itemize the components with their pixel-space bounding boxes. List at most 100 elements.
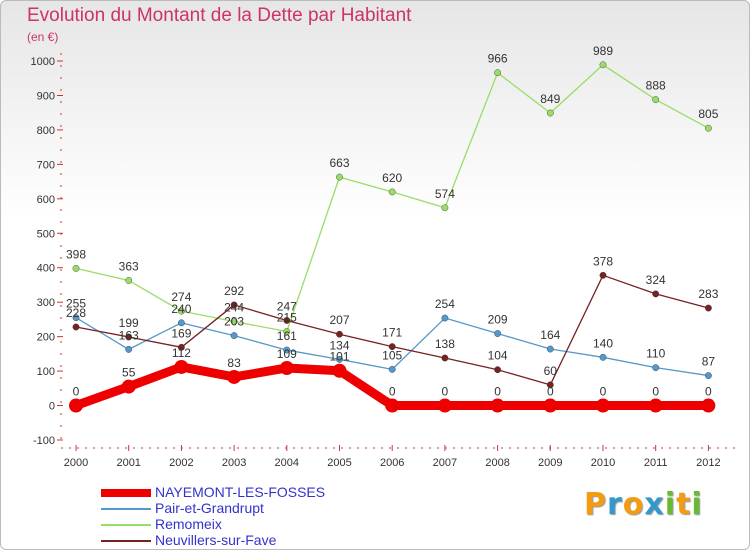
x-tick-label: 2010 (591, 457, 615, 469)
data-point-nayemont-les-fosses (279, 360, 294, 375)
data-label-neuvillers-sur-fave: 199 (119, 316, 139, 330)
data-point-neuvillers-sur-fave (230, 301, 238, 309)
data-label-pair-et-grandrupt: 254 (435, 297, 455, 311)
data-point-remomeix (441, 204, 449, 212)
data-label-remomeix: 274 (171, 290, 191, 304)
data-label-neuvillers-sur-fave: 171 (382, 326, 402, 340)
data-label-remomeix: 989 (593, 44, 613, 58)
data-point-nayemont-les-fosses (490, 398, 505, 413)
x-tick-label: 2007 (433, 457, 457, 469)
x-tick-label: 2001 (116, 457, 140, 469)
data-label-pair-et-grandrupt: 105 (382, 348, 402, 362)
x-tick-label: 2011 (644, 457, 668, 469)
data-label-pair-et-grandrupt: 161 (277, 329, 297, 343)
data-label-pair-et-grandrupt: 87 (702, 355, 716, 369)
data-point-nayemont-les-fosses (701, 398, 716, 413)
x-tick-label: 2006 (380, 457, 404, 469)
data-label-neuvillers-sur-fave: 292 (224, 284, 244, 298)
data-point-pair-et-grandrupt (652, 364, 660, 372)
legend-label: NAYEMONT-LES-FOSSES (155, 484, 326, 500)
logo-letter: t (676, 487, 692, 522)
data-label-neuvillers-sur-fave: 104 (488, 349, 508, 363)
data-point-pair-et-grandrupt (546, 345, 554, 353)
data-point-nayemont-les-fosses (227, 369, 242, 384)
data-point-neuvillers-sur-fave (125, 333, 133, 341)
data-label-pair-et-grandrupt: 209 (488, 313, 508, 327)
legend-label: Remomeix (155, 516, 222, 532)
logo-letter: o (622, 487, 645, 522)
data-label-pair-et-grandrupt: 255 (66, 297, 86, 311)
data-label-remomeix: 849 (540, 92, 560, 106)
data-point-nayemont-les-fosses (437, 398, 452, 413)
chart-title: Evolution du Montant de la Dette par Hab… (27, 5, 412, 26)
y-tick-label: 200 (37, 332, 55, 344)
data-label-remomeix: 574 (435, 187, 455, 201)
data-label-nayemont-les-fosses: 0 (652, 385, 659, 399)
y-tick-label: 900 (37, 90, 55, 102)
data-point-remomeix (705, 124, 712, 132)
data-point-remomeix (546, 109, 554, 117)
legend-swatch (101, 524, 151, 526)
data-point-neuvillers-sur-fave (599, 271, 607, 279)
data-point-remomeix (388, 188, 396, 196)
data-label-remomeix: 966 (488, 52, 508, 66)
data-label-nayemont-les-fosses: 0 (494, 385, 501, 399)
logo-letter: x (644, 487, 665, 522)
data-label-remomeix: 363 (119, 259, 139, 273)
data-label-nayemont-les-fosses: 55 (122, 366, 136, 380)
x-tick-label: 2004 (275, 457, 299, 469)
data-label-remomeix: 398 (66, 247, 86, 261)
data-label-remomeix: 663 (329, 156, 349, 170)
data-label-neuvillers-sur-fave: 169 (171, 326, 191, 340)
data-point-nayemont-les-fosses (596, 398, 610, 413)
x-tick-label: 2008 (485, 457, 509, 469)
x-tick-label: 2009 (538, 457, 562, 469)
data-point-remomeix (599, 61, 607, 69)
data-label-nayemont-les-fosses: 112 (172, 346, 191, 360)
data-label-remomeix: 620 (382, 171, 402, 185)
data-point-neuvillers-sur-fave (441, 354, 449, 362)
data-point-pair-et-grandrupt (72, 314, 80, 322)
data-label-remomeix: 805 (698, 107, 718, 121)
data-point-remomeix (336, 173, 343, 181)
data-label-neuvillers-sur-fave: 378 (593, 254, 613, 268)
data-label-remomeix: 888 (646, 79, 666, 93)
data-label-neuvillers-sur-fave: 207 (329, 313, 349, 327)
data-point-neuvillers-sur-fave (388, 343, 396, 351)
y-tick-label: 300 (37, 297, 55, 309)
data-point-nayemont-les-fosses (332, 363, 347, 378)
data-point-pair-et-grandrupt (336, 355, 343, 363)
data-label-nayemont-les-fosses: 0 (600, 385, 607, 399)
data-point-nayemont-les-fosses (543, 398, 558, 413)
y-tick-label: -100 (33, 435, 55, 447)
data-point-neuvillers-sur-fave (705, 304, 712, 312)
legend-label: Neuvillers-sur-Fave (155, 532, 277, 548)
data-label-nayemont-les-fosses: 83 (227, 356, 241, 370)
data-label-pair-et-grandrupt: 203 (224, 315, 244, 329)
data-label-remomeix: 215 (277, 310, 297, 324)
data-point-neuvillers-sur-fave (72, 323, 80, 331)
proxiti-logo: Proxiti (584, 487, 703, 522)
legend-item-nayemont-les-fosses: NAYEMONT-LES-FOSSES (101, 484, 401, 501)
data-label-nayemont-les-fosses: 0 (442, 385, 449, 399)
chart-legend: NAYEMONT-LES-FOSSES Pair-et-Grandrupt Remo… (101, 484, 401, 549)
data-point-remomeix (494, 69, 501, 77)
data-point-pair-et-grandrupt (599, 353, 607, 361)
data-point-pair-et-grandrupt (177, 319, 185, 327)
data-label-pair-et-grandrupt: 134 (329, 338, 349, 352)
data-label-pair-et-grandrupt: 110 (646, 347, 665, 361)
y-tick-label: 600 (37, 194, 55, 206)
legend-label: Pair-et-Grandrupt (155, 500, 264, 516)
data-point-nayemont-les-fosses (121, 379, 136, 394)
data-point-pair-et-grandrupt (494, 330, 501, 337)
data-label-remomeix: 244 (224, 300, 244, 314)
legend-item-remomeix: Remomeix (101, 516, 401, 533)
data-point-remomeix (283, 328, 291, 335)
data-label-pair-et-grandrupt: 163 (119, 328, 139, 342)
legend-item-pair-et-grandrupt: Pair-et-Grandrupt (101, 500, 401, 517)
data-label-neuvillers-sur-fave: 60 (544, 364, 558, 378)
logo-letter: i (691, 487, 703, 522)
data-label-nayemont-les-fosses: 101 (329, 350, 349, 364)
